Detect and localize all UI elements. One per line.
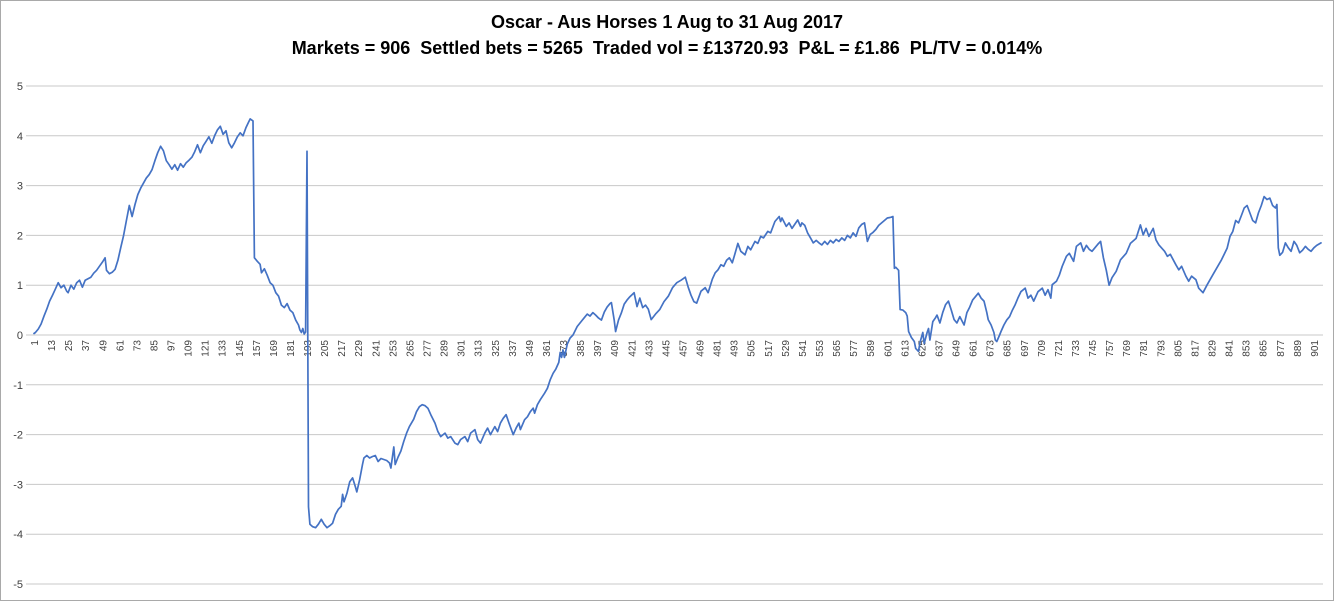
x-tick-label: 229 xyxy=(354,340,365,357)
x-tick-label: 517 xyxy=(764,340,775,357)
x-tick-label: 301 xyxy=(457,340,468,357)
x-tick-label: 277 xyxy=(422,340,433,357)
y-tick-label: 2 xyxy=(17,230,23,242)
x-tick-label: 253 xyxy=(388,340,399,357)
x-tick-label: 601 xyxy=(883,340,894,357)
x-tick-label: 649 xyxy=(952,340,963,357)
x-tick-label: 829 xyxy=(1207,340,1218,357)
x-tick-label: 385 xyxy=(576,340,587,357)
x-tick-label: 541 xyxy=(798,340,809,357)
x-tick-label: 37 xyxy=(81,340,92,352)
x-tick-label: 349 xyxy=(525,340,536,357)
x-tick-label: 73 xyxy=(132,340,143,352)
x-tick-label: 721 xyxy=(1054,340,1065,357)
x-tick-label: 409 xyxy=(610,340,621,357)
x-tick-label: 493 xyxy=(730,340,741,357)
x-tick-label: 625 xyxy=(917,340,928,357)
x-tick-label: 421 xyxy=(627,340,638,357)
x-tick-label: 49 xyxy=(98,340,109,352)
x-tick-label: 157 xyxy=(252,340,263,357)
x-tick-label: 553 xyxy=(815,340,826,357)
x-tick-label: 637 xyxy=(934,340,945,357)
x-tick-label: 25 xyxy=(64,340,75,352)
x-tick-label: 1 xyxy=(30,340,41,346)
x-tick-label: 289 xyxy=(440,340,451,357)
x-tick-label: 205 xyxy=(320,340,331,357)
x-tick-label: 97 xyxy=(167,340,178,352)
x-tick-label: 145 xyxy=(235,340,246,357)
x-tick-label: 85 xyxy=(149,340,160,352)
x-tick-label: 181 xyxy=(286,340,297,357)
y-tick-label: -1 xyxy=(13,380,23,392)
x-tick-label: 13 xyxy=(47,340,58,352)
x-tick-label: 841 xyxy=(1225,340,1236,357)
y-tick-label: 0 xyxy=(17,330,23,342)
x-tick-label: 265 xyxy=(405,340,416,357)
x-tick-label: 505 xyxy=(747,340,758,357)
y-tick-label: 4 xyxy=(17,131,23,143)
chart-title: Oscar - Aus Horses 1 Aug to 31 Aug 2017 xyxy=(490,12,844,32)
x-tick-label: 241 xyxy=(371,340,382,357)
x-tick-label: 673 xyxy=(986,340,997,357)
x-tick-label: 457 xyxy=(678,340,689,357)
x-tick-label: 469 xyxy=(696,340,707,357)
x-tick-label: 805 xyxy=(1173,340,1184,357)
x-tick-label: 769 xyxy=(1122,340,1133,357)
x-tick-label: 745 xyxy=(1088,340,1099,357)
x-tick-label: 577 xyxy=(849,340,860,357)
x-tick-label: 781 xyxy=(1139,340,1150,357)
x-tick-label: 889 xyxy=(1293,340,1304,357)
x-tick-label: 685 xyxy=(1003,340,1014,357)
pnl-series-line xyxy=(33,118,1322,529)
x-tick-label: 481 xyxy=(713,340,724,357)
x-tick-label: 877 xyxy=(1276,340,1287,357)
x-tick-label: 373 xyxy=(559,340,570,357)
x-tick-label: 133 xyxy=(218,340,229,357)
y-tick-label: 3 xyxy=(17,181,23,193)
y-tick-label: -2 xyxy=(13,430,23,442)
y-tick-label: -5 xyxy=(13,579,23,591)
y-tick-label: -4 xyxy=(13,529,23,541)
x-tick-label: 529 xyxy=(781,340,792,357)
x-tick-label: 169 xyxy=(269,340,280,357)
x-tick-label: 313 xyxy=(474,340,485,357)
x-tick-label: 613 xyxy=(900,340,911,357)
x-tick-label: 757 xyxy=(1105,340,1116,357)
y-tick-label: 5 xyxy=(17,81,23,93)
x-tick-label: 361 xyxy=(542,340,553,357)
x-tick-label: 121 xyxy=(201,340,212,357)
x-tick-label: 397 xyxy=(593,340,604,357)
x-tick-label: 589 xyxy=(866,340,877,357)
y-tick-label: 1 xyxy=(17,280,23,292)
x-tick-label: 901 xyxy=(1310,340,1321,357)
x-tick-label: 661 xyxy=(969,340,980,357)
x-tick-label: 61 xyxy=(115,340,126,352)
x-tick-label: 697 xyxy=(1020,340,1031,357)
x-tick-label: 325 xyxy=(491,340,502,357)
chart-subtitle: Markets = 906 Settled bets = 5265 Traded… xyxy=(291,38,1043,58)
x-tick-label: 709 xyxy=(1037,340,1048,357)
x-tick-label: 733 xyxy=(1071,340,1082,357)
x-tick-label: 853 xyxy=(1242,340,1253,357)
x-tick-label: 109 xyxy=(184,340,195,357)
x-tick-label: 217 xyxy=(337,340,348,357)
x-tick-label: 865 xyxy=(1259,340,1270,357)
x-tick-label: 793 xyxy=(1156,340,1167,357)
x-tick-label: 565 xyxy=(832,340,843,357)
x-tick-label: 445 xyxy=(661,340,672,357)
y-tick-label: -3 xyxy=(13,479,23,491)
x-tick-label: 433 xyxy=(644,340,655,357)
x-tick-label: 817 xyxy=(1190,340,1201,357)
x-tick-label: 337 xyxy=(508,340,519,357)
chart-title-block: Oscar - Aus Horses 1 Aug to 31 Aug 2017 … xyxy=(1,9,1333,61)
